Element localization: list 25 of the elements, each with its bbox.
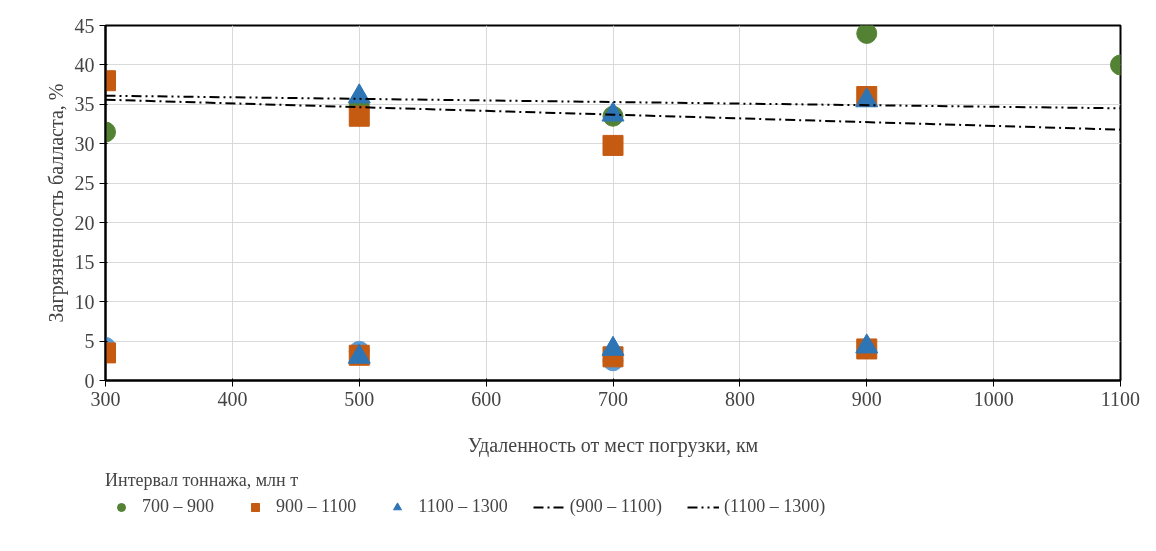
x-tick-label: 1100: [1100, 387, 1141, 410]
legend-label: (1100 – 1300): [724, 496, 826, 517]
legend-label: 700 – 900: [142, 496, 214, 517]
legend-label: 900 – 1100: [276, 496, 357, 517]
x-axis-title: Удаленность от мест погрузки, км: [467, 433, 759, 457]
x-tick-label: 1000: [973, 387, 1014, 410]
y-axis-title: Загрязненность балласта, %: [44, 83, 68, 323]
x-tick-label: 700: [598, 387, 628, 410]
y-tick-label: 35: [74, 93, 95, 116]
y-tick-label: 30: [74, 132, 95, 155]
y-tick-label: 20: [74, 211, 95, 234]
y-tick-label: 5: [84, 330, 95, 353]
x-tick-label: 600: [471, 387, 502, 410]
legend-label: (900 – 1100): [569, 496, 663, 517]
y-tick-label: 25: [74, 172, 95, 195]
y-tick-label: 15: [74, 251, 95, 274]
y-tick-label: 45: [74, 14, 95, 37]
x-tick-label: 500: [344, 387, 375, 410]
y-tick-label: 40: [74, 53, 95, 76]
x-tick-label: 800: [724, 387, 755, 410]
x-tick-label: 400: [217, 387, 248, 410]
legend-title: Интервал тоннажа, млн т: [105, 470, 300, 491]
legend-label: 1100 – 1300: [418, 496, 508, 517]
y-tick-label: 10: [74, 290, 95, 313]
x-tick-label: 900: [851, 387, 882, 410]
